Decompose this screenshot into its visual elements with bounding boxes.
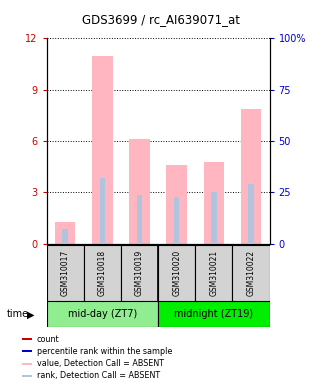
Bar <box>55 222 75 244</box>
Bar <box>62 230 68 244</box>
Bar <box>158 245 195 301</box>
Text: GSM310021: GSM310021 <box>209 250 218 296</box>
Text: midnight (ZT19): midnight (ZT19) <box>174 309 253 319</box>
Bar <box>22 375 32 377</box>
Text: count: count <box>37 334 60 344</box>
Bar <box>158 301 270 327</box>
Bar <box>167 165 187 244</box>
Text: GSM310018: GSM310018 <box>98 250 107 296</box>
Bar <box>129 139 150 244</box>
Bar <box>22 362 32 365</box>
Bar <box>121 245 158 301</box>
Bar <box>195 245 232 301</box>
Text: GSM310017: GSM310017 <box>61 250 70 296</box>
Bar <box>22 350 32 353</box>
Bar <box>241 109 261 244</box>
Bar <box>204 162 224 244</box>
Text: GSM310022: GSM310022 <box>247 250 256 296</box>
Text: ▶: ▶ <box>27 310 35 319</box>
Text: GSM310019: GSM310019 <box>135 250 144 296</box>
Bar <box>84 245 121 301</box>
Bar <box>211 192 217 244</box>
Text: rank, Detection Call = ABSENT: rank, Detection Call = ABSENT <box>37 371 160 381</box>
Text: value, Detection Call = ABSENT: value, Detection Call = ABSENT <box>37 359 164 368</box>
Bar <box>22 338 32 340</box>
Bar <box>174 197 179 244</box>
Text: GSM310020: GSM310020 <box>172 250 181 296</box>
Text: time: time <box>6 310 29 319</box>
Bar <box>47 245 84 301</box>
Text: percentile rank within the sample: percentile rank within the sample <box>37 347 172 356</box>
Text: GDS3699 / rc_AI639071_at: GDS3699 / rc_AI639071_at <box>82 13 239 26</box>
Text: mid-day (ZT7): mid-day (ZT7) <box>68 309 137 319</box>
Bar <box>47 301 158 327</box>
Bar <box>232 245 270 301</box>
Bar <box>100 178 105 244</box>
Bar <box>137 195 142 244</box>
Bar <box>92 56 113 244</box>
Bar <box>248 184 254 244</box>
